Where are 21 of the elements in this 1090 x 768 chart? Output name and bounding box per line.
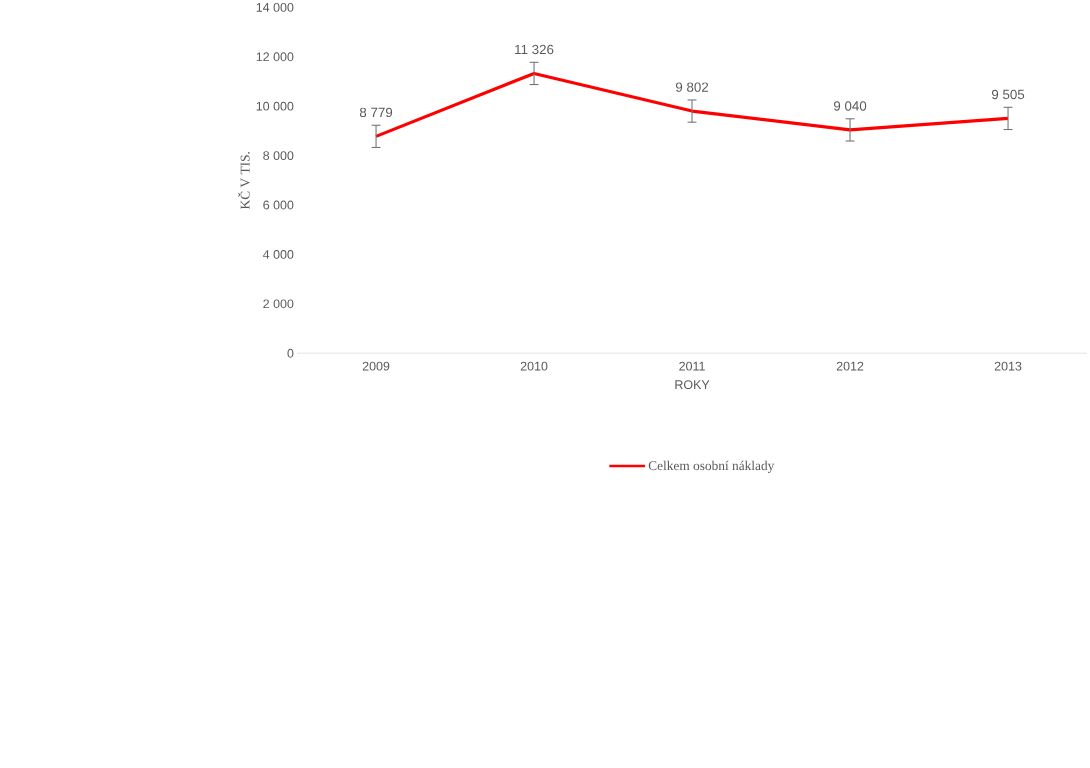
- y-tick-label: 14 000: [256, 2, 294, 12]
- x-tick-label: 2009: [362, 361, 390, 371]
- data-label: 9 040: [833, 101, 867, 111]
- x-tick-label: 2010: [520, 361, 548, 371]
- y-tick-label: 8 000: [263, 151, 294, 160]
- legend-label: Celkem osobní náklady: [648, 460, 775, 473]
- data-label: 9 505: [991, 89, 1025, 100]
- data-label: 9 802: [675, 82, 709, 92]
- x-tick-label: 2013: [994, 361, 1022, 371]
- x-axis-title: ROKY: [675, 380, 710, 389]
- data-label: 8 779: [359, 107, 393, 118]
- data-label: 11 326: [515, 44, 554, 55]
- y-tick-label: 2 000: [263, 299, 294, 309]
- x-tick-label: 2011: [679, 361, 705, 371]
- y-tick-label: 4 000: [262, 249, 294, 259]
- y-tick-label: 0: [287, 348, 294, 358]
- x-tick-label: 2012: [836, 361, 864, 371]
- y-axis-title: KČ V TIS.: [238, 151, 250, 209]
- y-tick-label: 10 000: [256, 101, 294, 111]
- y-tick-label: 12 000: [256, 52, 294, 62]
- y-tick-label: 6 000: [263, 200, 294, 210]
